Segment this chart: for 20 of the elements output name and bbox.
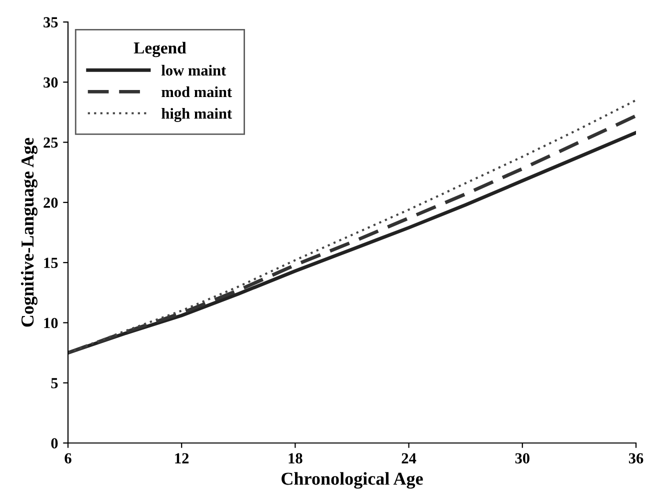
legend-label: mod maint — [162, 86, 232, 98]
y-tick-label: 20 — [44, 198, 58, 208]
x-tick-label: 12 — [175, 453, 189, 464]
x-tick-label: 30 — [515, 453, 530, 464]
x-axis-title: Chronological Age — [282, 472, 423, 489]
legend-label: high maint — [162, 108, 232, 122]
x-tick-label: 24 — [402, 453, 416, 464]
y-axis-title: Cognitive-Language Age — [20, 138, 38, 327]
legend-label: low maint — [161, 64, 226, 76]
x-tick-label: 36 — [628, 453, 644, 464]
x-tick-label: 6 — [64, 453, 72, 464]
y-tick-label: 25 — [44, 137, 58, 148]
y-tick-label: 10 — [44, 318, 58, 328]
y-tick-label: 35 — [44, 17, 58, 28]
y-tick-label: 15 — [44, 258, 58, 268]
legend-title: Legend — [134, 42, 186, 58]
y-tick-label: 0 — [51, 438, 58, 448]
y-tick-label: 5 — [51, 378, 58, 388]
x-tick-label: 18 — [288, 453, 302, 464]
y-tick-label: 30 — [44, 77, 58, 88]
